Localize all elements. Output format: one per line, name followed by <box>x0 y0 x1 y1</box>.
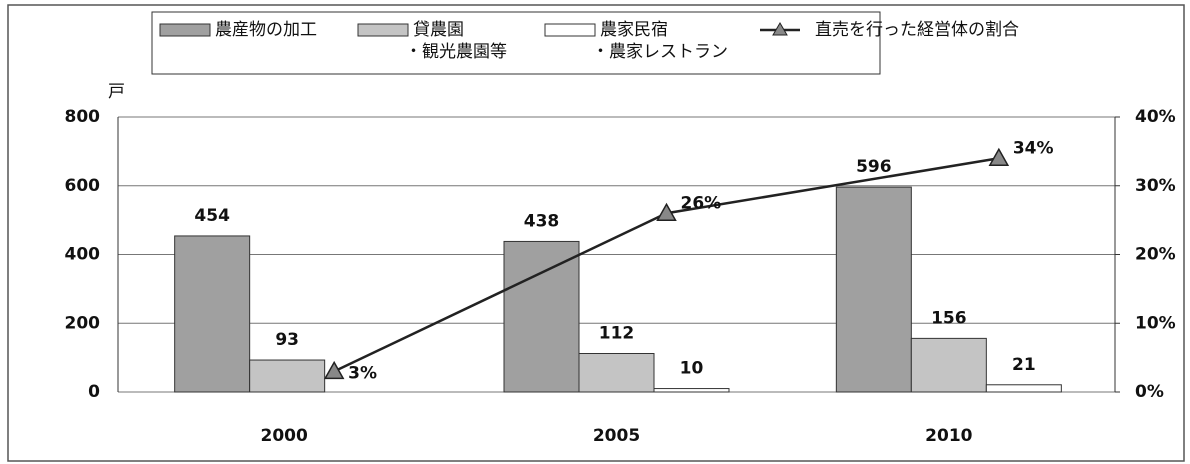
legend-label: ・農家レストラン <box>592 42 728 62</box>
bar <box>174 235 251 393</box>
legend-label: 貸農園 <box>413 20 464 40</box>
legend-label: ・観光農園等 <box>405 42 507 62</box>
legend-swatch <box>159 23 211 37</box>
bar <box>249 359 326 393</box>
bar-value-label: 438 <box>524 211 560 231</box>
legend-label: 農産物の加工 <box>215 20 317 40</box>
legend-box <box>151 11 881 75</box>
legend-label: 農家民宿 <box>600 20 668 40</box>
legend-swatch <box>544 23 596 37</box>
y2-tick-label: 20% <box>1135 245 1176 265</box>
bar <box>910 337 987 393</box>
line-value-label: 26% <box>681 193 722 213</box>
legend-swatch <box>357 23 409 37</box>
bar-value-label: 454 <box>194 206 230 226</box>
marker <box>988 147 1010 166</box>
frame <box>7 4 1185 462</box>
line-value-label: 3% <box>348 363 377 383</box>
x-tick-label: 2005 <box>593 426 640 446</box>
marker <box>323 360 345 380</box>
bar <box>653 388 730 393</box>
marker <box>656 202 677 221</box>
y-tick-label: 800 <box>65 107 101 127</box>
y-tick-label: 600 <box>65 176 101 196</box>
bar-value-label: 596 <box>856 157 892 177</box>
y-tick-label: 0 <box>88 382 100 402</box>
y2-tick-label: 30% <box>1135 176 1176 196</box>
bar <box>578 353 655 393</box>
bar-value-label: 112 <box>599 324 635 344</box>
legend-marker <box>772 22 788 36</box>
y2-tick-label: 40% <box>1135 107 1176 127</box>
y-tick-label: 200 <box>65 313 101 333</box>
y-tick-label: 400 <box>65 245 101 265</box>
bar <box>503 240 580 393</box>
x-tick-label: 2010 <box>925 426 972 446</box>
bar-value-label: 156 <box>931 308 967 328</box>
bar-value-label: 93 <box>275 330 299 350</box>
bar-value-label: 10 <box>680 359 704 379</box>
y2-tick-label: 10% <box>1135 313 1176 333</box>
y2-tick-label: 0% <box>1135 382 1164 402</box>
bar <box>835 186 912 393</box>
line-value-label: 34% <box>1013 138 1054 158</box>
legend-label: 直売を行った経営体の割合 <box>815 20 1019 40</box>
bar <box>985 384 1062 393</box>
x-tick-label: 2000 <box>261 426 308 446</box>
y-axis-label: 戸 <box>108 82 125 102</box>
bar-value-label: 21 <box>1012 355 1036 375</box>
